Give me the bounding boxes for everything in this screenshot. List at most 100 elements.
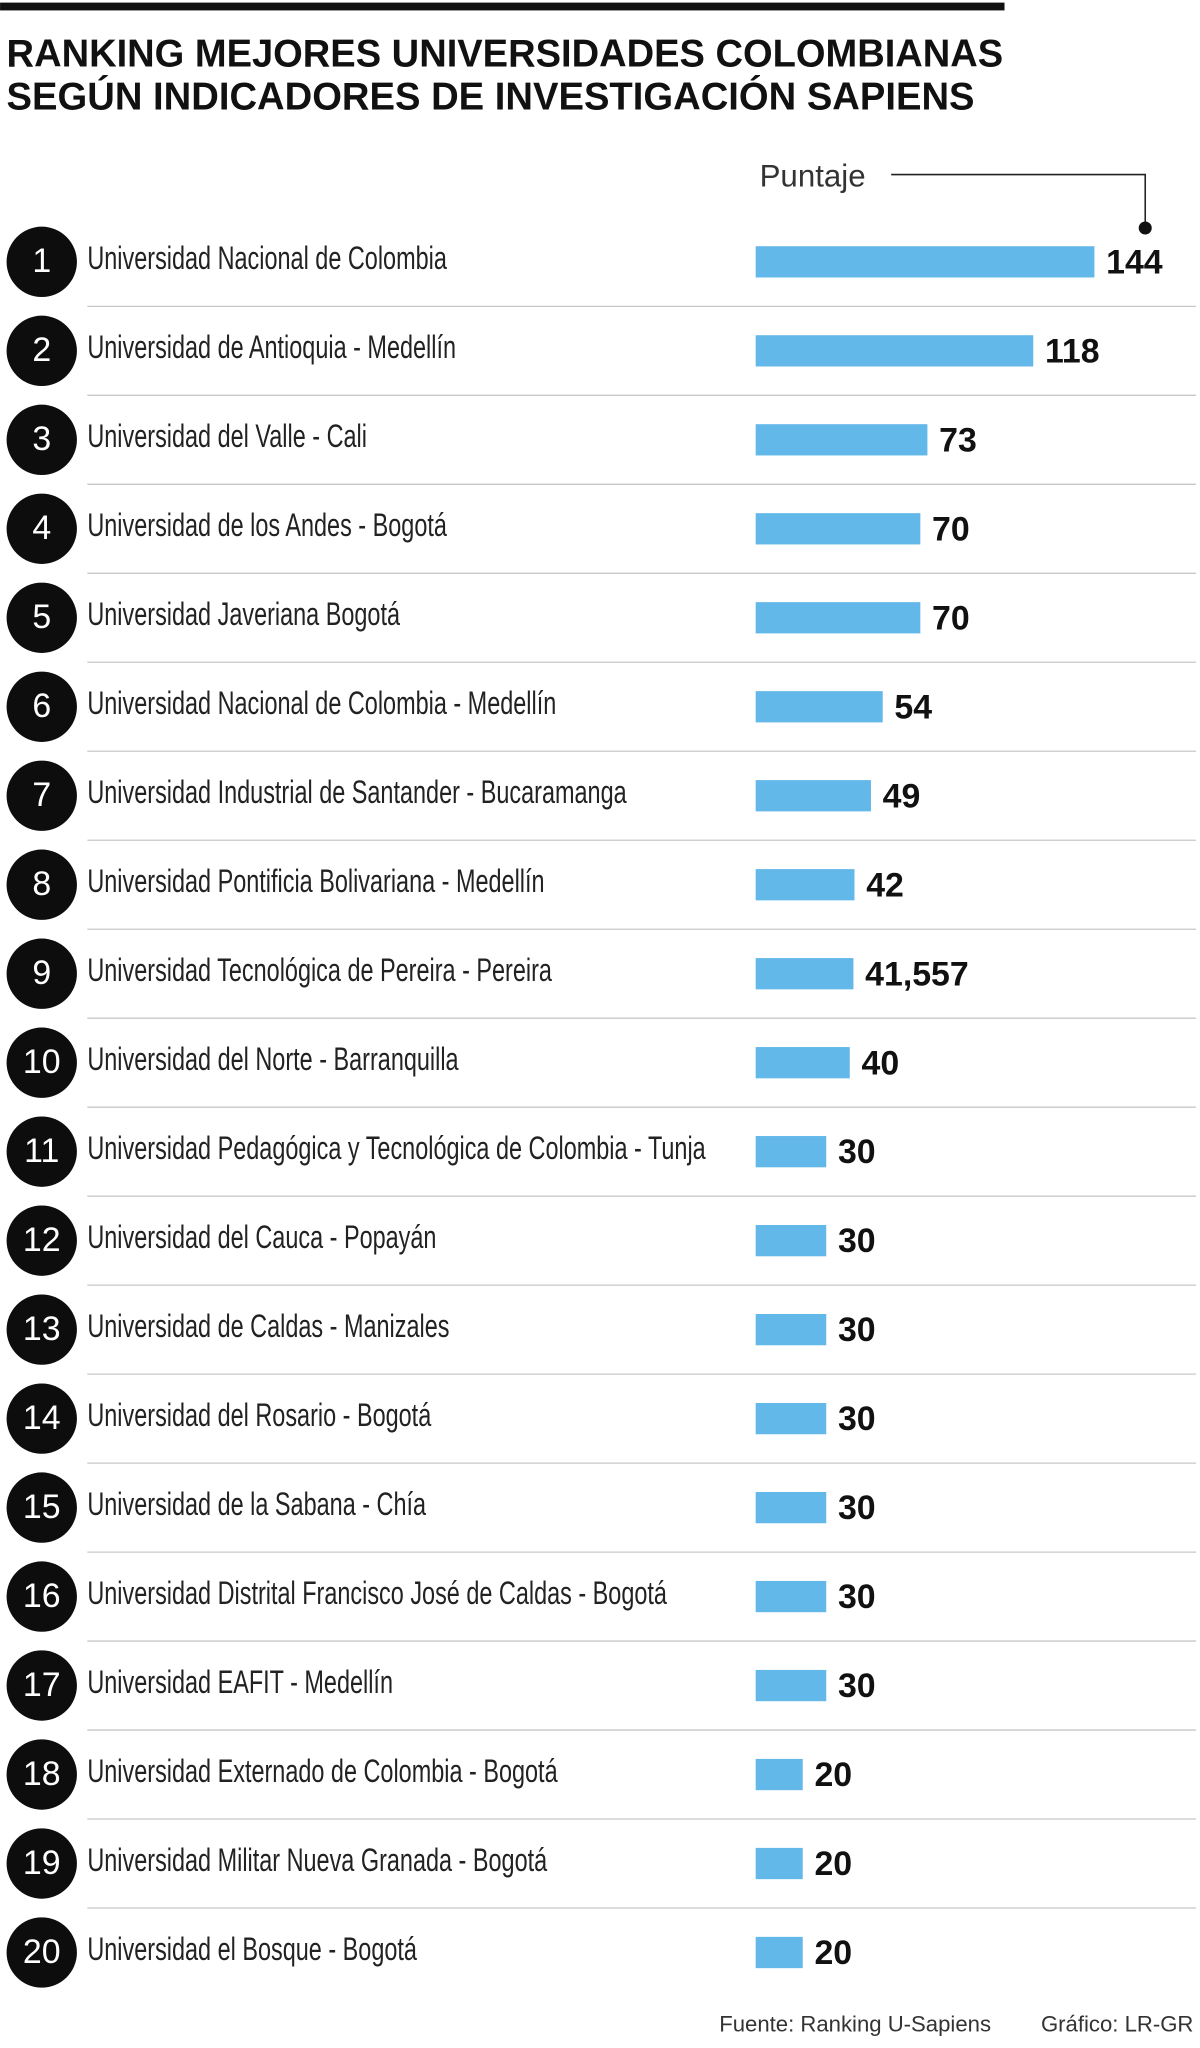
bar bbox=[755, 1936, 803, 1969]
bar bbox=[755, 1314, 827, 1346]
bar bbox=[755, 335, 1034, 367]
value-label: 20 bbox=[814, 1845, 852, 1883]
chart-title: SEGÚN INDICADORES DE INVESTIGACIÓN SAPIE… bbox=[7, 74, 975, 118]
bar bbox=[755, 869, 855, 901]
rank-badge bbox=[6, 1027, 77, 1098]
bar bbox=[755, 1847, 803, 1880]
chart-title: RANKING MEJORES UNIVERSIDADES COLOMBIANA… bbox=[7, 32, 1004, 75]
rank-badge bbox=[6, 1294, 77, 1365]
bar bbox=[755, 246, 1095, 278]
value-label: 30 bbox=[838, 1311, 876, 1349]
bar bbox=[755, 691, 883, 723]
rank-badge bbox=[6, 1828, 77, 1899]
category-label: Universidad del Norte - Barranquilla bbox=[87, 1041, 458, 1078]
category-label: Universidad Pontificia Bolivariana - Med… bbox=[87, 863, 544, 900]
rank-badge bbox=[6, 760, 77, 831]
bar bbox=[755, 780, 871, 812]
category-label: Universidad Industrial de Santander - Bu… bbox=[87, 774, 626, 811]
bar bbox=[755, 1580, 827, 1613]
category-label: Universidad Tecnológica de Pereira - Per… bbox=[87, 952, 552, 989]
bar bbox=[755, 1669, 827, 1702]
value-label: 30 bbox=[838, 1400, 876, 1438]
category-label: Universidad Militar Nueva Granada - Bogo… bbox=[87, 1842, 547, 1879]
rank-badge bbox=[6, 1205, 77, 1276]
category-label: Universidad de Caldas - Manizales bbox=[87, 1308, 449, 1345]
rank-badge bbox=[6, 1561, 77, 1632]
axis-label: Puntaje bbox=[760, 159, 866, 194]
category-label: Universidad del Cauca - Popayán bbox=[87, 1219, 436, 1256]
rank-number: 7 bbox=[32, 776, 51, 814]
value-label: 20 bbox=[814, 1934, 852, 1972]
rank-number: 3 bbox=[32, 420, 51, 458]
rank-number: 9 bbox=[32, 954, 51, 992]
value-label: 30 bbox=[838, 1578, 876, 1616]
connector-dot bbox=[1138, 221, 1152, 235]
category-label: Universidad el Bosque - Bogotá bbox=[87, 1931, 417, 1968]
bar bbox=[755, 513, 921, 545]
value-label: 144 bbox=[1106, 243, 1163, 281]
rank-badge bbox=[6, 1650, 77, 1721]
category-label: Universidad Nacional de Colombia - Medel… bbox=[87, 685, 556, 722]
rank-badge bbox=[6, 315, 77, 387]
bar bbox=[755, 1491, 827, 1524]
value-label: 30 bbox=[838, 1222, 876, 1260]
rank-number: 11 bbox=[24, 1132, 59, 1170]
category-label: Universidad Pedagógica y Tecnológica de … bbox=[87, 1130, 706, 1167]
bar bbox=[755, 1225, 827, 1257]
rank-badge bbox=[6, 582, 77, 653]
credit: Gráfico: LR-GR bbox=[1041, 2012, 1193, 2037]
bar bbox=[755, 424, 928, 456]
rank-number: 12 bbox=[23, 1221, 61, 1259]
rank-number: 13 bbox=[23, 1310, 61, 1348]
category-label: Universidad del Valle - Cali bbox=[87, 418, 367, 455]
rank-badge bbox=[6, 404, 77, 476]
rank-number: 2 bbox=[32, 331, 51, 369]
rank-badge bbox=[6, 226, 77, 298]
bar bbox=[755, 1047, 850, 1079]
rank-badge bbox=[6, 849, 77, 920]
bar bbox=[755, 602, 921, 634]
rank-badge bbox=[6, 493, 77, 564]
value-label: 70 bbox=[932, 599, 970, 637]
value-label: 42 bbox=[866, 866, 904, 904]
rank-number: 19 bbox=[23, 1844, 61, 1882]
rank-badge bbox=[6, 1917, 77, 1988]
rank-number: 6 bbox=[32, 687, 51, 725]
rank-number: 14 bbox=[23, 1399, 61, 1437]
bar bbox=[755, 1402, 827, 1435]
value-label: 73 bbox=[939, 421, 977, 459]
source: Fuente: Ranking U-Sapiens bbox=[719, 2012, 991, 2037]
rank-badge bbox=[6, 1472, 77, 1543]
value-label: 49 bbox=[883, 777, 921, 815]
rank-number: 5 bbox=[32, 598, 51, 636]
category-label: Universidad de los Andes - Bogotá bbox=[87, 507, 447, 544]
bar bbox=[755, 958, 854, 990]
rank-number: 20 bbox=[23, 1933, 61, 1971]
rank-number: 18 bbox=[23, 1755, 61, 1793]
value-label: 54 bbox=[894, 688, 932, 726]
value-label: 118 bbox=[1045, 332, 1100, 370]
rank-badge bbox=[6, 671, 77, 742]
bar bbox=[755, 1758, 803, 1791]
category-label: Universidad Javeriana Bogotá bbox=[87, 596, 400, 633]
value-label: 40 bbox=[862, 1044, 900, 1082]
value-label: 20 bbox=[814, 1756, 852, 1794]
rank-number: 17 bbox=[23, 1666, 61, 1704]
rank-badge bbox=[6, 1383, 77, 1454]
value-label: 41,557 bbox=[865, 955, 969, 993]
category-label: Universidad EAFIT - Medellín bbox=[87, 1664, 393, 1701]
rank-number: 1 bbox=[32, 242, 51, 280]
rank-number: 10 bbox=[23, 1043, 61, 1081]
rank-number: 4 bbox=[32, 509, 51, 547]
category-label: Universidad Distrital Francisco José de … bbox=[87, 1575, 667, 1612]
bar bbox=[755, 1136, 827, 1168]
rank-number: 15 bbox=[23, 1488, 61, 1526]
category-label: Universidad Nacional de Colombia bbox=[87, 240, 447, 277]
value-label: 30 bbox=[838, 1133, 876, 1171]
category-label: Universidad de Antioquia - Medellín bbox=[87, 329, 456, 366]
rank-badge bbox=[6, 1739, 77, 1810]
category-label: Universidad Externado de Colombia - Bogo… bbox=[87, 1753, 557, 1790]
rank-number: 16 bbox=[23, 1577, 61, 1615]
rank-number: 8 bbox=[32, 865, 51, 903]
